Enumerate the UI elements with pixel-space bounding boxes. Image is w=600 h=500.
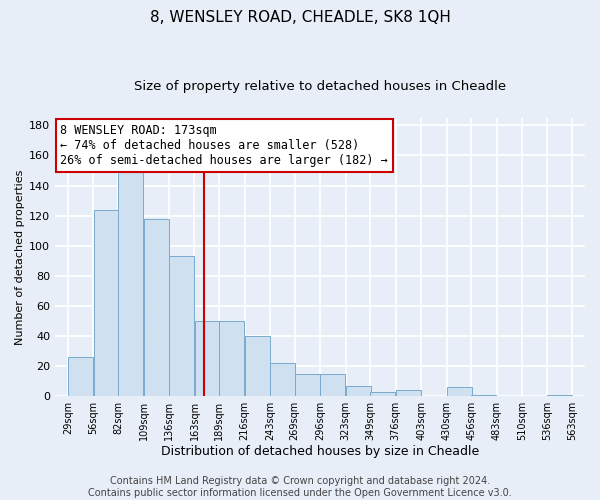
Text: 8 WENSLEY ROAD: 173sqm
← 74% of detached houses are smaller (528)
26% of semi-de: 8 WENSLEY ROAD: 173sqm ← 74% of detached… [60, 124, 388, 167]
Bar [547, 394, 572, 396]
Bar [143, 218, 169, 396]
Bar [320, 374, 346, 396]
Bar [396, 390, 421, 396]
Bar [472, 394, 496, 396]
Bar [94, 210, 119, 396]
Bar [68, 357, 93, 396]
Bar [118, 170, 143, 396]
Bar [270, 363, 295, 396]
Bar [447, 387, 472, 396]
Bar [245, 336, 270, 396]
Text: 8, WENSLEY ROAD, CHEADLE, SK8 1QH: 8, WENSLEY ROAD, CHEADLE, SK8 1QH [149, 10, 451, 25]
Title: Size of property relative to detached houses in Cheadle: Size of property relative to detached ho… [134, 80, 506, 93]
Y-axis label: Number of detached properties: Number of detached properties [15, 170, 25, 344]
Bar [219, 321, 244, 396]
X-axis label: Distribution of detached houses by size in Cheadle: Distribution of detached houses by size … [161, 444, 479, 458]
Bar [370, 392, 395, 396]
Bar [295, 374, 320, 396]
Bar [194, 321, 220, 396]
Bar [169, 256, 194, 396]
Text: Contains HM Land Registry data © Crown copyright and database right 2024.
Contai: Contains HM Land Registry data © Crown c… [88, 476, 512, 498]
Bar [346, 386, 371, 396]
